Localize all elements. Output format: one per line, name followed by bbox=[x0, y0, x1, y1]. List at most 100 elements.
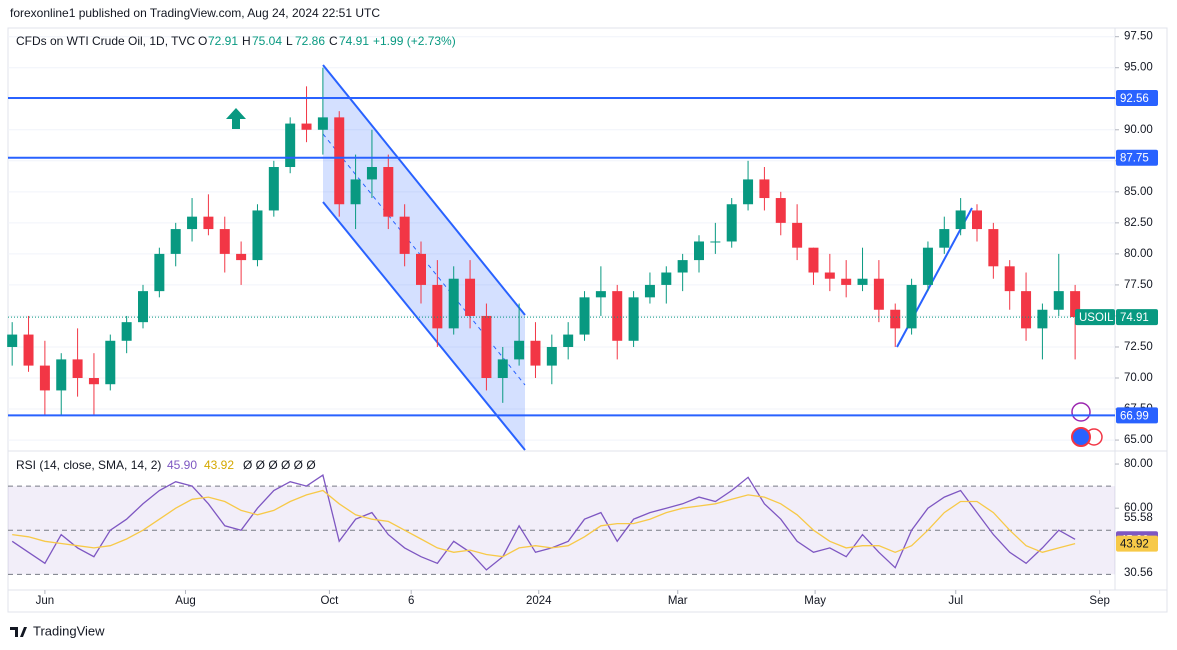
candle-body bbox=[955, 210, 966, 230]
y-tick-label: 85.00 bbox=[1124, 186, 1153, 198]
candle-body bbox=[23, 334, 34, 366]
y-tick-label: 82.50 bbox=[1124, 217, 1153, 229]
candle-body bbox=[432, 284, 443, 329]
last-price-label-box bbox=[1116, 309, 1158, 326]
candle-body bbox=[939, 229, 950, 248]
x-tick-label: 2024 bbox=[526, 595, 552, 607]
symbol-tag-box bbox=[1075, 309, 1115, 326]
candle-body bbox=[334, 117, 345, 205]
rsi-legend-value: 45.90 bbox=[167, 458, 197, 472]
channel-upper bbox=[322, 64, 526, 316]
candle-body bbox=[677, 260, 688, 273]
x-tick-label: Oct bbox=[320, 595, 339, 607]
candle-body bbox=[595, 291, 606, 298]
y-tick-label: 80.00 bbox=[1124, 248, 1153, 260]
candle-body bbox=[366, 167, 377, 180]
footer-logo: TradingView bbox=[10, 623, 105, 638]
candle-body bbox=[416, 253, 426, 285]
brand: TradingView bbox=[33, 623, 105, 638]
candle-body bbox=[841, 278, 852, 285]
candle-body bbox=[465, 278, 476, 316]
x-tick-label: Jul bbox=[948, 595, 963, 607]
x-tick-label: 6 bbox=[408, 595, 414, 607]
candle-body bbox=[824, 272, 835, 279]
low-value: 72.86 bbox=[295, 34, 325, 48]
candle-body bbox=[187, 216, 198, 230]
candle-body bbox=[563, 334, 574, 347]
candle-body bbox=[890, 309, 901, 329]
candle-body bbox=[922, 247, 933, 285]
low-label: L bbox=[286, 34, 293, 48]
rsi-line bbox=[12, 489, 1076, 558]
candle-body bbox=[252, 210, 263, 261]
chart-frame bbox=[7, 27, 1168, 613]
rsi-line bbox=[11, 474, 1076, 571]
rsi-level-label: 55.58 bbox=[1124, 512, 1153, 524]
candle-body bbox=[530, 340, 541, 366]
y-tick-label: 80.00 bbox=[1124, 458, 1153, 470]
y-tick-label: 77.50 bbox=[1124, 279, 1153, 291]
candle-body bbox=[236, 253, 247, 261]
candle-body bbox=[350, 179, 361, 205]
candle-body bbox=[1021, 291, 1032, 329]
candle-body bbox=[661, 272, 672, 285]
candle-body bbox=[644, 284, 655, 298]
y-tick-label: 60.00 bbox=[1124, 502, 1153, 514]
candle-body bbox=[514, 340, 525, 360]
y-tick-label: 97.50 bbox=[1124, 31, 1153, 43]
candle-body bbox=[628, 297, 639, 341]
candle-body bbox=[317, 117, 328, 130]
candle-body bbox=[579, 297, 590, 335]
symbol-tag: USOIL bbox=[1079, 312, 1114, 324]
candle-body bbox=[219, 229, 230, 254]
level-label-box bbox=[1116, 149, 1158, 166]
candle-body bbox=[481, 315, 492, 379]
close-value: 74.91 bbox=[339, 34, 369, 48]
candle-body bbox=[497, 359, 508, 379]
candle-body bbox=[170, 229, 181, 254]
flag-icon bbox=[1071, 427, 1091, 447]
rsi-legend-title: RSI (14, close, SMA, 14, 2) bbox=[16, 458, 161, 472]
candle-body bbox=[138, 291, 148, 323]
publisher-line: forexonline1 published on TradingView.co… bbox=[10, 6, 380, 20]
candle-body bbox=[743, 179, 754, 205]
ohlc-legend: O 72.91 H 75.04 L 72.86 C 74.91 +1.99 (+… bbox=[198, 34, 456, 48]
candle-body bbox=[1070, 291, 1081, 318]
y-tick-label: 72.50 bbox=[1124, 341, 1153, 353]
y-tick-label: 90.00 bbox=[1124, 124, 1153, 136]
change-value: +1.99 (+2.73%) bbox=[373, 34, 456, 48]
candle-body bbox=[857, 278, 868, 285]
candle-body bbox=[906, 284, 917, 329]
candle-body bbox=[72, 359, 83, 379]
candle-body bbox=[1037, 309, 1048, 329]
candle-body bbox=[399, 216, 410, 254]
level-label: 92.56 bbox=[1120, 93, 1149, 105]
high-label: H bbox=[242, 34, 251, 48]
candle-body bbox=[285, 123, 296, 168]
candle-body bbox=[121, 322, 132, 341]
candle-body bbox=[710, 241, 721, 243]
candle-body bbox=[694, 241, 704, 261]
candle-body bbox=[203, 216, 214, 230]
x-tick-label: Sep bbox=[1089, 595, 1109, 607]
candle-body bbox=[972, 210, 982, 230]
logo-mark bbox=[10, 627, 27, 637]
candle-body bbox=[154, 253, 165, 292]
candle-body bbox=[792, 222, 803, 248]
y-tick-label: 95.00 bbox=[1124, 62, 1153, 74]
rsi-last-box bbox=[1116, 535, 1158, 552]
high-value: 75.04 bbox=[252, 34, 282, 48]
y-tick-label: 70.00 bbox=[1124, 372, 1153, 384]
candle-body bbox=[448, 278, 459, 329]
rsi-level-label: 30.56 bbox=[1124, 567, 1153, 579]
candle-body bbox=[726, 204, 737, 242]
candle-body bbox=[39, 365, 50, 391]
channel-lower bbox=[322, 201, 526, 451]
candle-body bbox=[7, 334, 18, 347]
candle-body bbox=[1004, 266, 1015, 292]
y-tick-label: 65.00 bbox=[1124, 434, 1153, 446]
candle-body bbox=[546, 346, 557, 366]
candle-body bbox=[268, 167, 279, 211]
candle-body bbox=[775, 198, 786, 223]
